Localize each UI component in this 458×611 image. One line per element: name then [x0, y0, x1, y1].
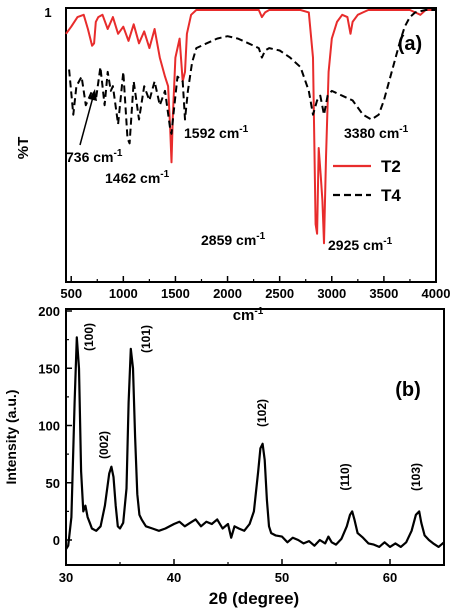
series-line-t4 — [68, 9, 436, 145]
legend-label-t4: T4 — [381, 186, 401, 205]
ftir-xtick-label: 3500 — [369, 286, 398, 301]
hkl-label-002: (002) — [97, 431, 111, 459]
xrd-ticks: 30 40 50 60 0 50 100 150 200 — [38, 304, 397, 585]
xrd-ytick-label: 50 — [46, 476, 60, 491]
ftir-xtick-label: 500 — [60, 286, 82, 301]
hkl-label-103: (103) — [409, 463, 423, 491]
ftir-xtick-label: 4000 — [422, 286, 451, 301]
peak-label-3380: 3380 cm-1 — [344, 124, 409, 141]
ftir-y-axis-label: %T — [15, 137, 32, 160]
legend-label-t2: T2 — [381, 157, 401, 176]
legend: T2 T4 — [333, 157, 401, 205]
xrd-panel: 30 40 50 60 0 50 100 150 200 Intensity (a.u.) 2θ… — [3, 304, 445, 608]
xrd-xtick-label: 40 — [167, 570, 181, 585]
xrd-xtick-label: 50 — [275, 570, 289, 585]
peak-arrow-shaft — [79, 96, 94, 146]
peak-arrow-head — [89, 89, 97, 101]
xrd-ytick-label: 200 — [38, 304, 60, 319]
ftir-xtick-label: 2500 — [265, 286, 294, 301]
ftir-plot-frame — [65, 7, 437, 283]
peak-label-1592: 1592 cm-1 — [184, 124, 249, 141]
peak-label-2859: 2859 cm-1 — [201, 231, 266, 248]
series-line-t2 — [65, 9, 436, 245]
xrd-xtick-label: 60 — [383, 570, 397, 585]
xrd-ytick-label: 150 — [38, 361, 60, 376]
ftir-panel-label: (a) — [398, 33, 422, 55]
peak-label-736: 736 cm-1 — [66, 148, 123, 165]
xrd-y-axis-label: Intensity (a.u.) — [3, 390, 19, 485]
ftir-series-lines — [65, 9, 436, 245]
ftir-xtick-label: 1000 — [109, 286, 138, 301]
xrd-xtick-label: 30 — [59, 570, 73, 585]
hkl-label-110: (110) — [338, 463, 352, 490]
ftir-xtick-label: 1500 — [161, 286, 190, 301]
ftir-xtick-label: 2000 — [213, 286, 242, 301]
xrd-x-axis-label: 2θ (degree) — [209, 589, 299, 608]
ftir-ytick-1: 1 — [44, 5, 51, 20]
hkl-label-101: (101) — [139, 325, 153, 353]
ftir-ticks: 500 1000 1500 2000 2500 3000 3500 4000 — [60, 276, 450, 301]
xrd-ytick-label: 100 — [38, 419, 60, 434]
xrd-panel-label: (b) — [395, 379, 421, 401]
ftir-panel: 500 1000 1500 2000 2500 3000 3500 4000 1 %T cm-… — [15, 5, 450, 324]
xrd-ytick-label: 0 — [53, 533, 60, 548]
peak-label-1462: 1462 cm-1 — [105, 169, 170, 186]
hkl-label-100: (100) — [82, 323, 96, 351]
peak-label-2925: 2925 cm-1 — [328, 236, 393, 253]
ftir-xtick-label: 3000 — [317, 286, 346, 301]
xrd-series-lines — [65, 336, 445, 550]
hkl-label-102: (102) — [255, 399, 269, 427]
xrd-plot-frame — [65, 308, 445, 566]
xrd-pattern-line — [65, 336, 445, 550]
